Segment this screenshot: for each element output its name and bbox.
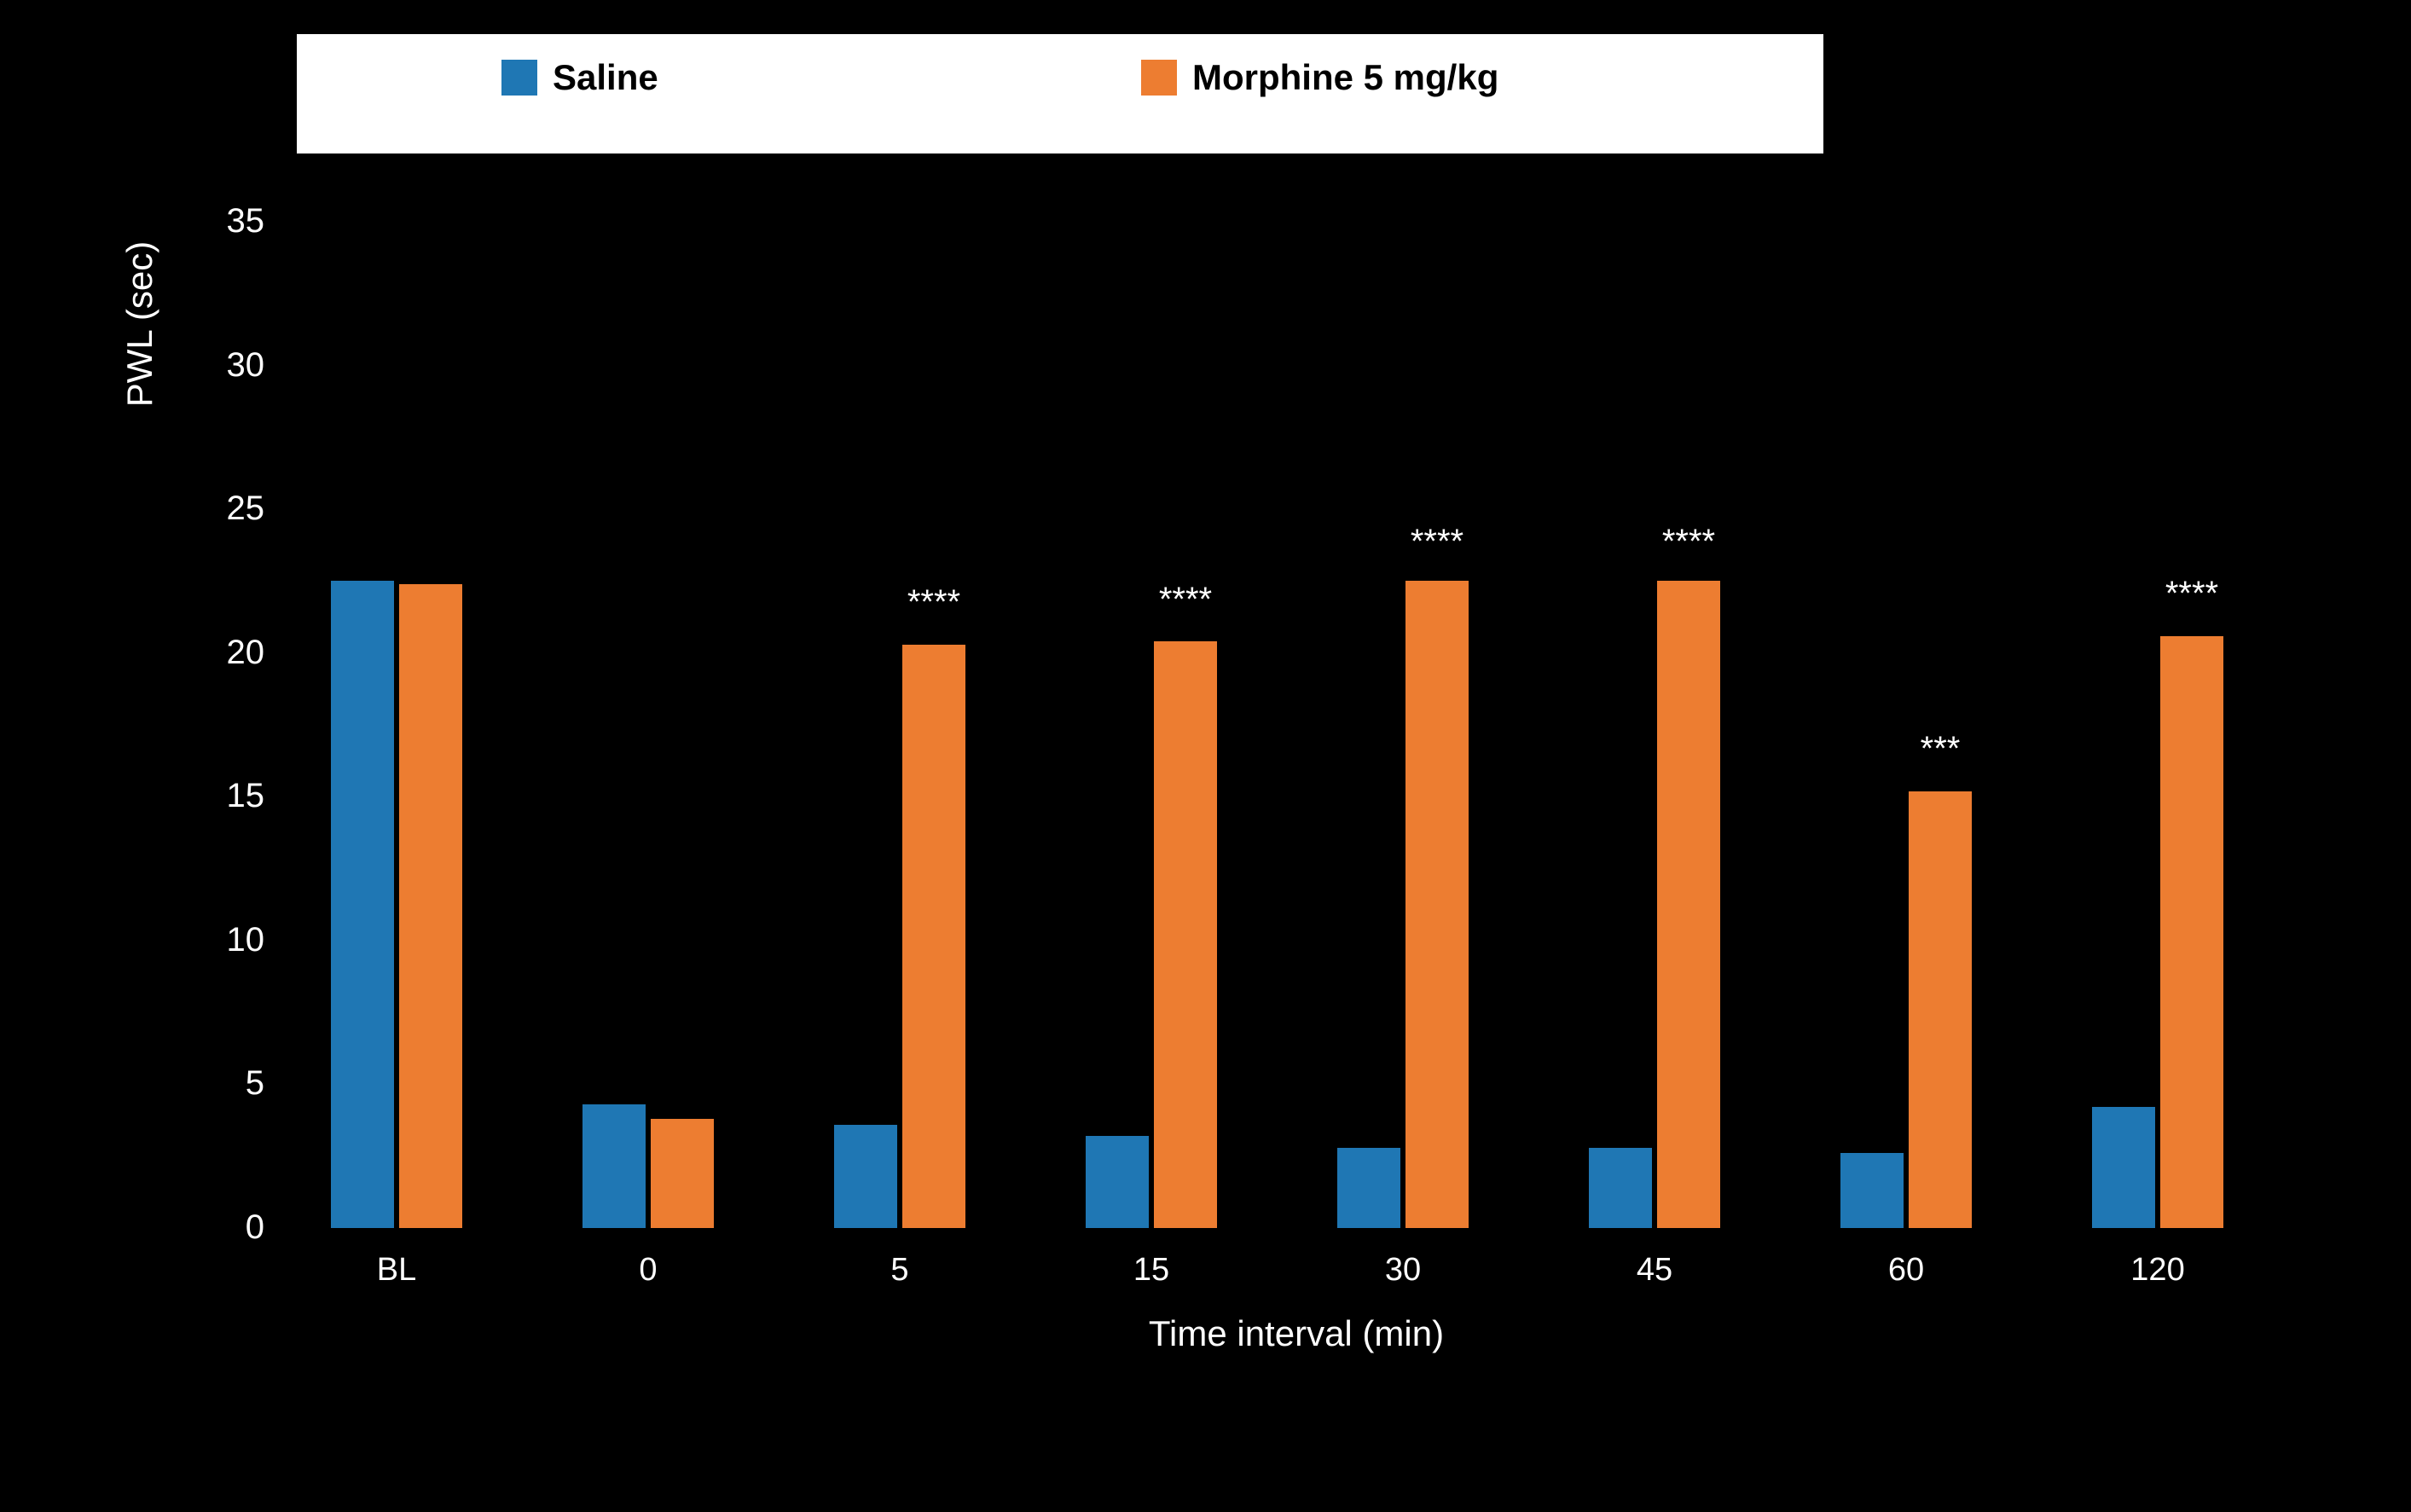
legend-swatch: [1141, 60, 1177, 96]
bar: [834, 1125, 897, 1228]
bar: [1154, 641, 1217, 1228]
y-tick-label: 10: [179, 921, 264, 959]
bar: [399, 584, 462, 1228]
x-axis-label: Time interval (min): [290, 1313, 2303, 1354]
y-tick-label: 0: [179, 1208, 264, 1247]
bar: [1909, 791, 1972, 1228]
error-bar-cap: [671, 1109, 693, 1111]
significance-label: ****: [1083, 581, 1288, 619]
y-tick-label: 20: [179, 634, 264, 672]
error-bar: [613, 1096, 616, 1104]
bar: [582, 1104, 646, 1228]
error-bar-cap: [1929, 779, 1951, 781]
error-bar-cap: [420, 574, 442, 576]
bar: [1405, 581, 1469, 1228]
significance-label: ****: [1335, 523, 1539, 561]
x-tick: [2157, 1228, 2159, 1245]
error-bar: [1368, 1138, 1371, 1147]
y-tick: [273, 796, 290, 798]
bar: [1086, 1136, 1149, 1228]
significance-label: ****: [1586, 523, 1791, 561]
legend-label: Morphine 5 mg/kg: [1192, 57, 1498, 98]
error-bar-cap: [603, 1094, 625, 1097]
error-bar: [681, 1110, 684, 1119]
x-tick: [396, 1228, 398, 1245]
error-bar-cap: [1609, 1138, 1631, 1140]
x-tick-label: 15: [1066, 1252, 1237, 1289]
x-tick-label: 0: [563, 1252, 733, 1289]
error-bar-cap: [1106, 1127, 1128, 1129]
error-bar: [1185, 630, 1187, 641]
error-bar: [1436, 572, 1439, 581]
legend-label: Saline: [553, 57, 658, 98]
error-bar: [362, 572, 364, 581]
error-bar-cap: [1678, 571, 1700, 574]
error-bar-cap: [1426, 571, 1448, 574]
bar: [1657, 581, 1720, 1228]
bar: [331, 581, 394, 1228]
bar: [2160, 636, 2223, 1229]
legend: Saline Morphine 5 mg/kg: [297, 34, 1823, 154]
y-tick-label: 15: [179, 777, 264, 815]
x-tick-label: 5: [814, 1252, 985, 1289]
x-tick-label: 120: [2072, 1252, 2243, 1289]
y-tick: [273, 1083, 290, 1086]
x-tick: [647, 1228, 650, 1245]
y-tick-label: 5: [179, 1064, 264, 1103]
x-tick-label: BL: [311, 1252, 482, 1289]
y-tick: [273, 365, 290, 368]
error-bar-cap: [2181, 623, 2203, 626]
plot-area: 05101520253035BL0515304560120***********…: [290, 222, 2303, 1228]
bar: [651, 1119, 714, 1228]
y-axis-line: [287, 222, 290, 1228]
x-tick: [1654, 1228, 1656, 1245]
error-bar-cap: [2113, 1098, 2135, 1100]
error-bar-cap: [1861, 1144, 1883, 1146]
error-bar: [1116, 1127, 1119, 1136]
y-tick-label: 30: [179, 346, 264, 385]
error-bar-cap: [351, 571, 374, 574]
y-tick: [273, 1227, 290, 1230]
error-bar-cap: [923, 632, 945, 634]
significance-label: ***: [1838, 730, 2043, 768]
y-tick-label: 35: [179, 202, 264, 240]
bar: [2092, 1107, 2155, 1228]
x-tick-label: 30: [1318, 1252, 1488, 1289]
y-axis-label: PWL (sec): [119, 0, 160, 827]
error-bar: [1871, 1144, 1874, 1153]
error-bar: [1620, 1138, 1622, 1147]
bar: [902, 645, 965, 1228]
bar: [1840, 1153, 1904, 1228]
error-bar: [865, 1116, 867, 1125]
y-tick: [273, 221, 290, 223]
legend-item: Saline: [501, 57, 658, 98]
error-bar-cap: [855, 1115, 877, 1117]
error-bar: [933, 633, 936, 644]
error-bar: [1939, 779, 1942, 791]
x-tick-label: 45: [1569, 1252, 1740, 1289]
x-axis-line: [287, 1228, 2303, 1231]
chart-stage: Saline Morphine 5 mg/kg PWL (sec) Time in…: [0, 0, 2411, 1512]
significance-label: ****: [832, 583, 1036, 622]
error-bar: [430, 576, 432, 584]
bar: [1589, 1148, 1652, 1228]
significance-label: ****: [2089, 575, 2294, 613]
y-tick: [273, 508, 290, 511]
x-tick: [1402, 1228, 1405, 1245]
error-bar: [1688, 572, 1690, 581]
x-tick: [1905, 1228, 1908, 1245]
error-bar-cap: [1174, 629, 1197, 631]
error-bar-cap: [1358, 1138, 1380, 1140]
legend-item: Morphine 5 mg/kg: [1141, 57, 1498, 98]
bar: [1337, 1148, 1400, 1228]
y-tick-label: 25: [179, 490, 264, 528]
error-bar: [2191, 624, 2194, 635]
legend-swatch: [501, 60, 537, 96]
x-tick: [1150, 1228, 1153, 1245]
y-tick: [273, 652, 290, 655]
error-bar: [2123, 1098, 2125, 1107]
y-tick: [273, 940, 290, 942]
x-tick-label: 60: [1821, 1252, 1991, 1289]
x-tick: [899, 1228, 901, 1245]
